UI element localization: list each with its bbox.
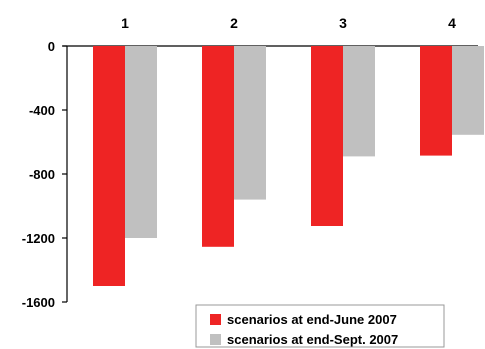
y-tick-label: -1200 [22, 231, 55, 246]
bar-series-2-cat-4 [452, 46, 484, 135]
legend-swatch [210, 334, 221, 345]
category-label: 2 [230, 15, 238, 31]
legend-box [195, 304, 445, 348]
bar-series-1-cat-4 [420, 46, 452, 156]
category-label: 3 [339, 15, 347, 31]
category-label: 1 [121, 15, 129, 31]
bar-series-1-cat-2 [202, 46, 234, 247]
y-tick-label: -400 [29, 103, 55, 118]
legend-label: scenarios at end-June 2007 [227, 312, 397, 327]
y-tick-label: -1600 [22, 295, 55, 310]
bar-series-2-cat-1 [125, 46, 157, 238]
legend-swatch [210, 314, 221, 325]
y-tick-label: 0 [48, 39, 55, 54]
bars [93, 46, 484, 286]
bar-series-2-cat-3 [343, 46, 375, 157]
bar-series-2-cat-2 [234, 46, 266, 200]
bar-series-1-cat-1 [93, 46, 125, 286]
bar-series-1-cat-3 [311, 46, 343, 226]
legend-label: scenarios at end-Sept. 2007 [227, 332, 398, 347]
y-tick-label: -800 [29, 167, 55, 182]
legend: scenarios at end-June 2007 scenarios at e… [195, 304, 445, 348]
labels: 0 -400 -800 -1200 -1600 1 2 3 4 [22, 15, 456, 310]
category-label: 4 [448, 15, 456, 31]
